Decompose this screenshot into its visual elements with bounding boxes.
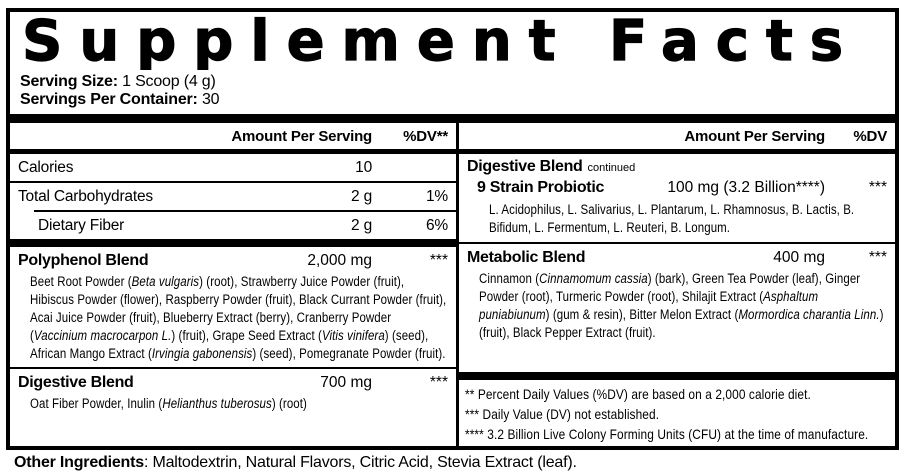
polyphenol-blend-description: Beet Root Powder (Beta vulgaris) (root),…	[30, 273, 450, 363]
polyphenol-blend-row: Polyphenol Blend 2,000 mg ***	[10, 248, 456, 273]
servings-per-container-value: 30	[201, 91, 220, 109]
nutrition-columns: Amount Per Serving %DV** Calories 10 Tot…	[10, 114, 895, 446]
thick-divider-bar	[459, 372, 895, 380]
calories-row: Calories 10	[10, 154, 456, 184]
footnote-daily-values: ** Percent Daily Values (%DV) are based …	[465, 386, 811, 402]
sub-row-amount: 100 mg (3.2 Billion****)	[667, 179, 825, 197]
serving-size-value: 1 Scoop (4 g)	[122, 73, 216, 91]
row-dv: 1%	[425, 187, 448, 205]
blend-amount: 2,000 mg	[307, 251, 372, 269]
continued-label: continued	[587, 162, 636, 175]
thin-rule	[459, 242, 895, 245]
thick-divider-bar	[10, 239, 456, 248]
dietary-fiber-row: Dietary Fiber 2 g 6%	[10, 212, 456, 239]
footnotes-section: ** Percent Daily Values (%DV) are based …	[459, 372, 895, 446]
row-amount: 10	[355, 158, 372, 176]
row-dv: 6%	[425, 216, 448, 234]
digestive-blend-continued-header: Digestive Blend continued	[459, 158, 895, 176]
serving-size-row: Serving Size: 1 Scoop (4 g)	[20, 73, 895, 91]
serving-info: Serving Size: 1 Scoop (4 g) Servings Per…	[20, 73, 895, 109]
digestive-blend-row: Digestive Blend 700 mg ***	[10, 370, 456, 395]
blend-amount: 400 mg	[773, 248, 825, 266]
strains-description-text: L. Acidophilus, L. Salivarius, L. Planta…	[489, 202, 855, 236]
servings-per-container-row: Servings Per Container: 30	[20, 91, 895, 109]
row-amount: 2 g	[351, 187, 372, 205]
header-dv-label: %DV	[853, 127, 887, 145]
left-column: Amount Per Serving %DV** Calories 10 Tot…	[10, 123, 459, 446]
footnotes: ** Percent Daily Values (%DV) are based …	[459, 380, 895, 446]
header-amount-label: Amount Per Serving	[684, 127, 825, 145]
row-name: Dietary Fiber	[38, 216, 125, 234]
section-name: Digestive Blend	[467, 158, 583, 176]
blend-dv: ***	[868, 248, 887, 266]
blend-name: Polyphenol Blend	[18, 251, 149, 269]
row-amount: 2 g	[351, 216, 372, 234]
supplement-label-box: Supplement Facts Serving Size: 1 Scoop (…	[6, 8, 899, 450]
serving-size-label: Serving Size:	[20, 73, 118, 91]
blend-name: Digestive Blend	[18, 373, 134, 391]
other-ingredients-value: : Maltodextrin, Natural Flavors, Citric …	[143, 454, 577, 471]
label-title: Supplement Facts	[22, 13, 861, 71]
total-carbohydrates-row: Total Carbohydrates 2 g 1%	[10, 183, 456, 210]
header-amount-label: Amount Per Serving	[231, 127, 372, 145]
servings-per-container-label: Servings Per Container:	[20, 91, 198, 109]
blend-name: Metabolic Blend	[467, 248, 586, 266]
other-ingredients-label: Other Ingredients	[14, 454, 144, 471]
row-name: Total Carbohydrates	[18, 187, 153, 205]
metabolic-blend-row: Metabolic Blend 400 mg ***	[459, 245, 895, 270]
footnote-cfu: **** 3.2 Billion Live Colony Forming Uni…	[465, 426, 869, 442]
thin-rule	[10, 367, 456, 370]
blend-description-text: Oat Fiber Powder, Inulin (Helianthus tub…	[30, 396, 307, 412]
blend-dv: ***	[429, 251, 448, 269]
sub-row-name: 9 Strain Probiotic	[477, 179, 605, 197]
probiotic-strains-description: L. Acidophilus, L. Salivarius, L. Planta…	[489, 201, 889, 237]
blend-amount: 700 mg	[320, 373, 372, 391]
header-dv-label: %DV**	[403, 127, 448, 145]
left-column-header: Amount Per Serving %DV**	[10, 123, 456, 155]
row-name: Calories	[18, 158, 74, 176]
blend-description-text: Beet Root Powder (Beta vulgaris) (root),…	[30, 274, 447, 362]
footnote-dv-not-established: *** Daily Value (DV) not established.	[465, 406, 660, 422]
right-column: Amount Per Serving %DV Digestive Blend co…	[459, 123, 895, 446]
right-column-header: Amount Per Serving %DV	[459, 123, 895, 155]
indented-rule	[34, 210, 456, 213]
metabolic-blend-description: Cinnamon (Cinnamomum cassia) (bark), Gre…	[479, 270, 889, 342]
sub-row-dv: ***	[868, 179, 887, 197]
blend-description-text: Cinnamon (Cinnamomum cassia) (bark), Gre…	[479, 271, 884, 341]
blend-dv: ***	[429, 373, 448, 391]
probiotic-row: 9 Strain Probiotic 100 mg (3.2 Billion**…	[459, 176, 895, 200]
digestive-blend-description: Oat Fiber Powder, Inulin (Helianthus tub…	[30, 395, 450, 413]
other-ingredients: Other Ingredients: Maltodextrin, Natural…	[14, 454, 577, 472]
